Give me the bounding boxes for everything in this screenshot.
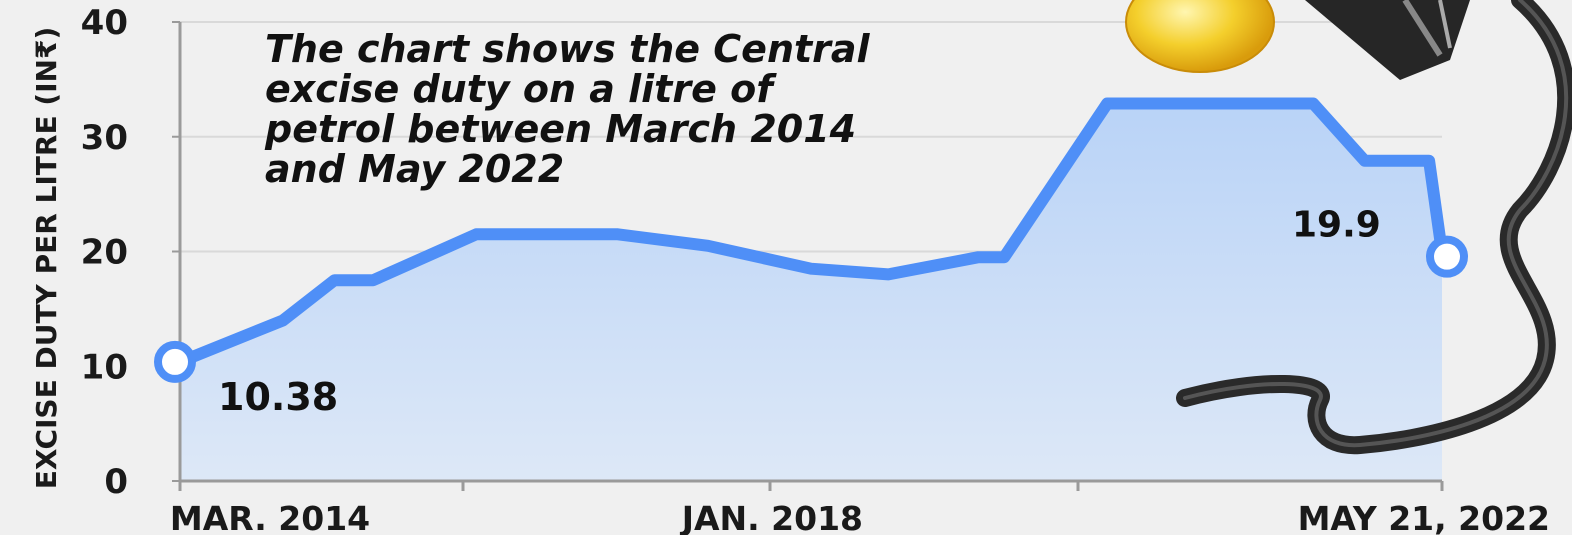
oil-drop-illustration	[1125, 0, 1275, 73]
y-tick-labels: 0 10 20 30 40	[81, 3, 180, 502]
x-tick-label-1: JAN. 2018	[680, 499, 863, 535]
y-tick-label-10: 10	[81, 347, 128, 387]
title-line-4: and May 2022	[265, 147, 564, 191]
x-tick-label-2: MAY 21, 2022	[1298, 499, 1550, 535]
y-tick-label-40: 40	[81, 3, 128, 43]
x-tick-labels: MAR. 2014 JAN. 2018 MAY 21, 2022	[170, 499, 1550, 535]
y-tick-label-20: 20	[81, 233, 128, 273]
title-line-3: petrol between March 2014	[264, 107, 856, 151]
x-tick-label-0: MAR. 2014	[170, 499, 370, 535]
start-value-label: 10.38	[218, 375, 338, 419]
start-point-marker	[154, 340, 196, 383]
fuel-nozzle-illustration	[1176, 0, 1572, 455]
end-point-marker	[1426, 235, 1468, 278]
y-tick-label-30: 30	[81, 118, 128, 158]
end-value-label: 19.9	[1292, 205, 1381, 246]
area-fill	[180, 103, 1442, 481]
title-line-1: The chart shows the Central	[265, 27, 871, 71]
series-line	[174, 97, 1448, 368]
y-axis-label: EXCISE DUTY PER LITRE (IN₹)	[30, 27, 63, 490]
title-line-2: excise duty on a litre of	[265, 67, 777, 111]
y-tick-label-0: 0	[104, 462, 128, 502]
chart-title: The chart shows the Central excise duty …	[264, 27, 871, 191]
